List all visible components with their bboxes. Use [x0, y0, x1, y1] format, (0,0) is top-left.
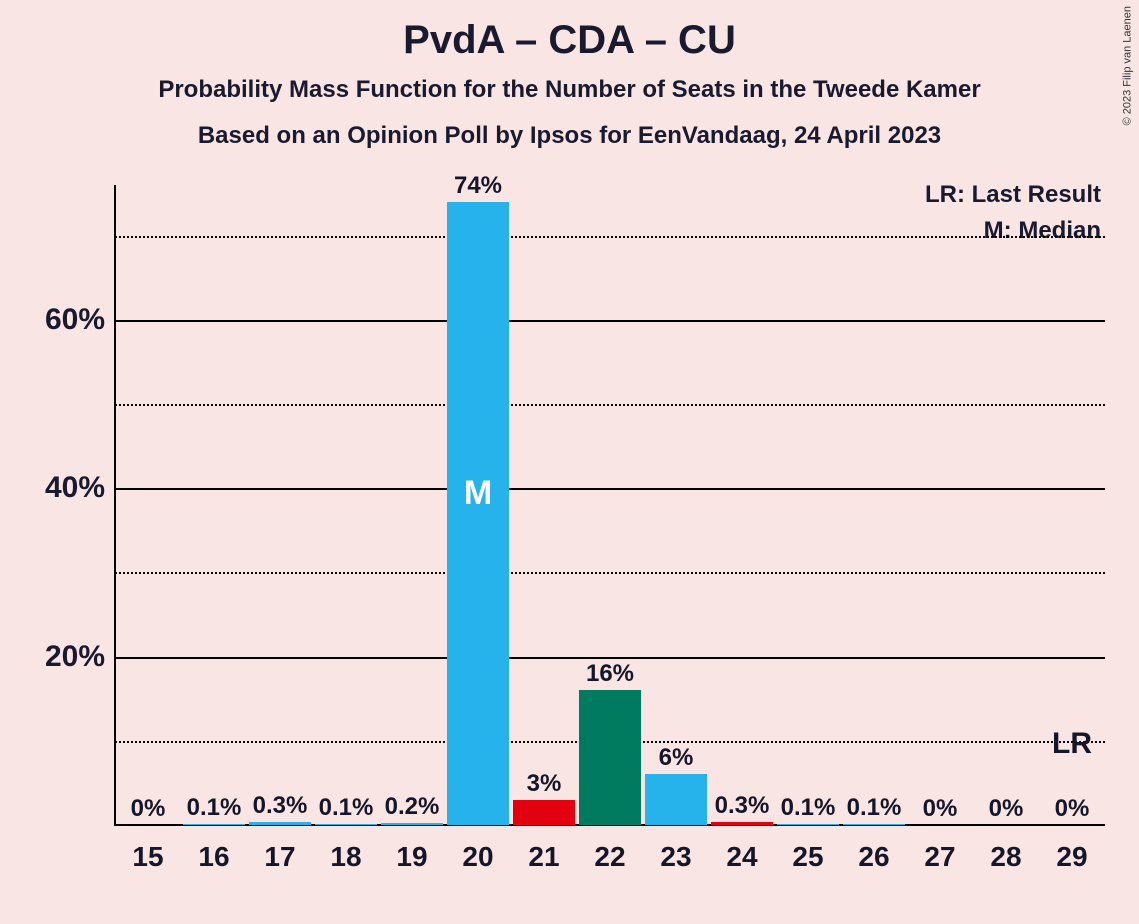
x-tick-label: 28	[990, 841, 1021, 873]
bar-value-label: 0.3%	[715, 792, 770, 822]
x-tick-label: 29	[1056, 841, 1087, 873]
gridline-major	[115, 488, 1105, 490]
median-label: M	[464, 474, 492, 513]
x-tick-label: 18	[330, 841, 361, 873]
x-tick-label: 16	[198, 841, 229, 873]
bar-value-label: 0%	[989, 795, 1024, 825]
x-tick-label: 22	[594, 841, 625, 873]
x-tick-label: 26	[858, 841, 889, 873]
legend-m: M: Median	[925, 217, 1101, 245]
gridline-minor	[115, 236, 1105, 238]
gridline-minor	[115, 572, 1105, 574]
x-tick-label: 27	[924, 841, 955, 873]
subtitle-2: Based on an Opinion Poll by Ipsos for Ee…	[0, 122, 1139, 150]
bar	[843, 824, 906, 825]
y-axis	[114, 185, 116, 825]
bar	[183, 824, 246, 825]
bar-value-label: 0.1%	[319, 794, 374, 824]
bar	[447, 202, 510, 825]
gridline-major	[115, 320, 1105, 322]
x-tick-label: 19	[396, 841, 427, 873]
subtitle-1: Probability Mass Function for the Number…	[0, 76, 1139, 104]
x-tick-label: 25	[792, 841, 823, 873]
y-tick-label: 40%	[45, 471, 105, 505]
bar-value-label: 0.1%	[187, 794, 242, 824]
chart-canvas: © 2023 Filip van Laenen PvdA – CDA – CU …	[0, 0, 1139, 924]
x-tick-label: 24	[726, 841, 757, 873]
y-tick-label: 20%	[45, 640, 105, 674]
gridline-major	[115, 657, 1105, 659]
bar	[381, 823, 444, 825]
bar-value-label: 16%	[586, 660, 634, 690]
y-tick-label: 60%	[45, 303, 105, 337]
bar-value-label: 0.1%	[847, 794, 902, 824]
bar-value-label: 0%	[131, 795, 166, 825]
bar	[645, 774, 708, 825]
bar	[777, 824, 840, 825]
bar-value-label: 3%	[527, 770, 562, 800]
bar-value-label: 0.1%	[781, 794, 836, 824]
bar	[513, 800, 576, 825]
x-tick-label: 15	[132, 841, 163, 873]
bar	[315, 824, 378, 825]
bar-value-label: 74%	[454, 172, 502, 202]
x-tick-label: 21	[528, 841, 559, 873]
x-tick-label: 17	[264, 841, 295, 873]
bar	[249, 822, 312, 825]
legend-lr: LR: Last Result	[925, 181, 1101, 209]
bar	[711, 822, 774, 825]
plot-area: LR: Last Result M: Median 20%40%60%0%150…	[115, 185, 1105, 825]
bar-value-label: 0%	[923, 795, 958, 825]
x-tick-label: 20	[462, 841, 493, 873]
bar-value-label: 0%	[1055, 795, 1090, 825]
lr-label: LR	[1052, 727, 1092, 761]
x-tick-label: 23	[660, 841, 691, 873]
bar-value-label: 0.2%	[385, 793, 440, 823]
bar-value-label: 6%	[659, 744, 694, 774]
bar	[579, 690, 642, 825]
gridline-minor	[115, 404, 1105, 406]
main-title: PvdA – CDA – CU	[0, 18, 1139, 63]
bar-value-label: 0.3%	[253, 792, 308, 822]
